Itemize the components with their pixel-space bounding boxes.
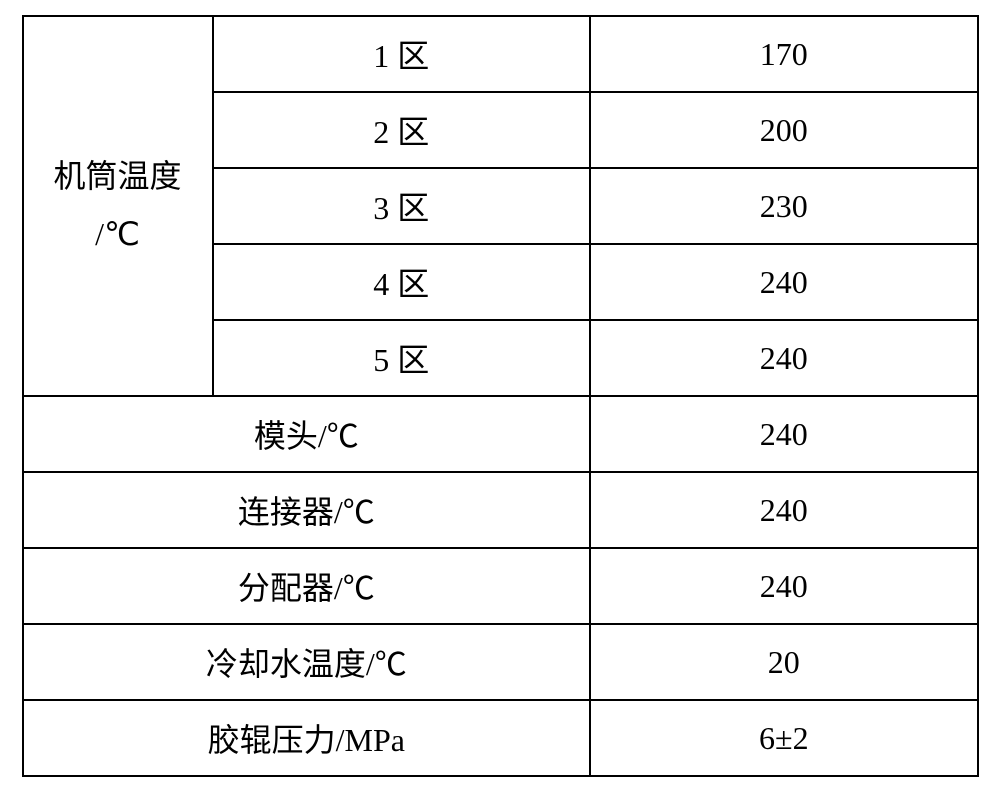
param-value: 240 <box>590 548 977 624</box>
param-value: 6±2 <box>590 700 977 776</box>
param-label: 胶辊压力/MPa <box>23 700 591 776</box>
table-row: 模头/℃ 240 <box>23 396 978 472</box>
table-row: 胶辊压力/MPa 6±2 <box>23 700 978 776</box>
zone-label: 5 区 <box>213 320 591 396</box>
zone-value: 240 <box>590 244 977 320</box>
table-row: 机筒温度 /℃ 1 区 170 <box>23 16 978 92</box>
zone-label: 4 区 <box>213 244 591 320</box>
zone-label: 3 区 <box>213 168 591 244</box>
table-row: 分配器/℃ 240 <box>23 548 978 624</box>
parameters-table-container: 机筒温度 /℃ 1 区 170 2 区 200 3 区 230 4 区 240 … <box>22 15 979 777</box>
zone-value: 240 <box>590 320 977 396</box>
param-label: 模头/℃ <box>23 396 591 472</box>
param-label: 分配器/℃ <box>23 548 591 624</box>
barrel-temp-label-cell: 机筒温度 /℃ <box>23 16 213 396</box>
barrel-temp-label-line1: 机筒温度 <box>54 158 182 194</box>
param-value: 240 <box>590 396 977 472</box>
table-row: 连接器/℃ 240 <box>23 472 978 548</box>
zone-label: 2 区 <box>213 92 591 168</box>
zone-value: 200 <box>590 92 977 168</box>
param-label: 冷却水温度/℃ <box>23 624 591 700</box>
param-label: 连接器/℃ <box>23 472 591 548</box>
zone-value: 230 <box>590 168 977 244</box>
barrel-temp-label-line2: /℃ <box>95 216 140 252</box>
zone-label: 1 区 <box>213 16 591 92</box>
param-value: 240 <box>590 472 977 548</box>
zone-value: 170 <box>590 16 977 92</box>
parameters-table: 机筒温度 /℃ 1 区 170 2 区 200 3 区 230 4 区 240 … <box>22 15 979 777</box>
table-row: 冷却水温度/℃ 20 <box>23 624 978 700</box>
param-value: 20 <box>590 624 977 700</box>
